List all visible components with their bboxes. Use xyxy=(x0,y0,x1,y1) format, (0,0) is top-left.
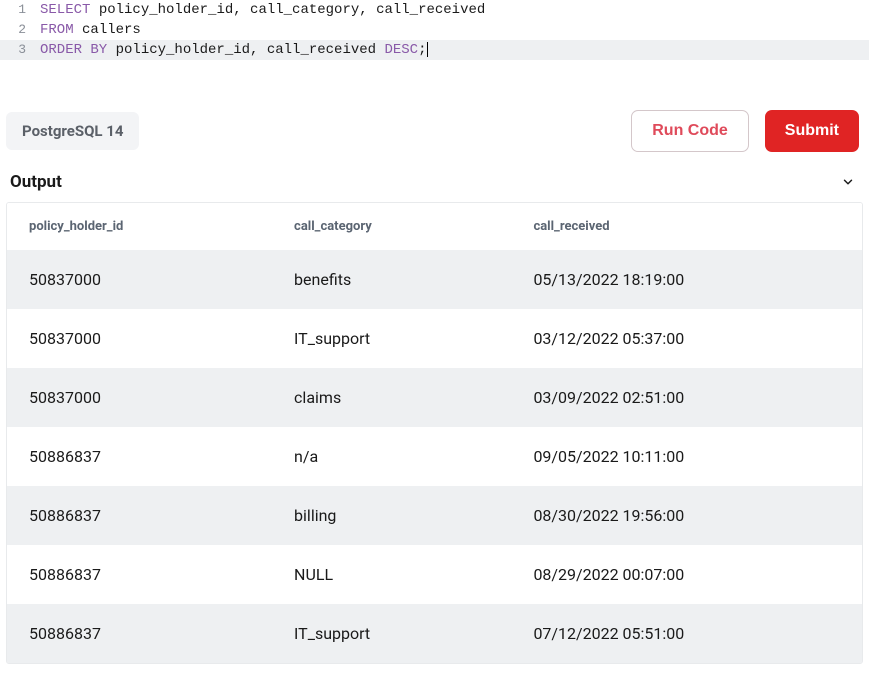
line-content: ORDER BY policy_holder_id, call_received… xyxy=(40,40,428,60)
table-cell: 03/12/2022 05:37:00 xyxy=(511,309,862,368)
chevron-down-icon[interactable] xyxy=(841,175,855,189)
table-cell: NULL xyxy=(272,545,511,604)
table-cell: 50886837 xyxy=(7,486,272,545)
table-cell: 03/09/2022 02:51:00 xyxy=(511,368,862,427)
table-cell: 09/05/2022 10:11:00 xyxy=(511,427,862,486)
editor-line[interactable]: 2FROM callers xyxy=(0,20,869,40)
table-row: 50886837billing08/30/2022 19:56:00 xyxy=(7,486,862,545)
line-number: 1 xyxy=(0,0,40,20)
column-header: call_category xyxy=(272,203,511,250)
table-row: 50886837n/a09/05/2022 10:11:00 xyxy=(7,427,862,486)
code-editor[interactable]: 1SELECT policy_holder_id, call_category,… xyxy=(0,0,869,110)
submit-button[interactable]: Submit xyxy=(765,110,859,152)
editor-line[interactable]: 3ORDER BY policy_holder_id, call_receive… xyxy=(0,40,869,60)
table-cell: 08/29/2022 00:07:00 xyxy=(511,545,862,604)
table-cell: 50886837 xyxy=(7,545,272,604)
button-group: Run Code Submit xyxy=(631,110,859,152)
table-header-row: policy_holder_id call_category call_rece… xyxy=(7,203,862,250)
output-header: Output xyxy=(0,172,869,202)
table-cell: 50837000 xyxy=(7,250,272,309)
table-cell: 50837000 xyxy=(7,309,272,368)
table-row: 50837000claims03/09/2022 02:51:00 xyxy=(7,368,862,427)
table-cell: 50886837 xyxy=(7,427,272,486)
table-row: 50886837NULL08/29/2022 00:07:00 xyxy=(7,545,862,604)
table-cell: 07/12/2022 05:51:00 xyxy=(511,604,862,663)
table-cell: IT_support xyxy=(272,604,511,663)
table-cell: IT_support xyxy=(272,309,511,368)
table-cell: benefits xyxy=(272,250,511,309)
editor-line[interactable]: 1SELECT policy_holder_id, call_category,… xyxy=(0,0,869,20)
line-content: FROM callers xyxy=(40,20,141,40)
line-number: 3 xyxy=(0,40,40,60)
controls-bar: PostgreSQL 14 Run Code Submit xyxy=(0,110,869,172)
table-row: 50886837IT_support07/12/2022 05:51:00 xyxy=(7,604,862,663)
table-cell: billing xyxy=(272,486,511,545)
table-cell: 50837000 xyxy=(7,368,272,427)
table-row: 50837000benefits05/13/2022 18:19:00 xyxy=(7,250,862,309)
table-cell: 50886837 xyxy=(7,604,272,663)
db-version-badge: PostgreSQL 14 xyxy=(6,112,139,150)
table-cell: n/a xyxy=(272,427,511,486)
column-header: policy_holder_id xyxy=(7,203,272,250)
line-number: 2 xyxy=(0,20,40,40)
text-cursor xyxy=(427,42,428,57)
table-row: 50837000IT_support03/12/2022 05:37:00 xyxy=(7,309,862,368)
output-table-wrap: policy_holder_id call_category call_rece… xyxy=(6,202,863,664)
output-table: policy_holder_id call_category call_rece… xyxy=(7,203,862,663)
output-title: Output xyxy=(10,172,62,192)
column-header: call_received xyxy=(511,203,862,250)
table-cell: claims xyxy=(272,368,511,427)
table-cell: 08/30/2022 19:56:00 xyxy=(511,486,862,545)
table-cell: 05/13/2022 18:19:00 xyxy=(511,250,862,309)
line-content: SELECT policy_holder_id, call_category, … xyxy=(40,0,485,20)
run-code-button[interactable]: Run Code xyxy=(631,110,749,152)
